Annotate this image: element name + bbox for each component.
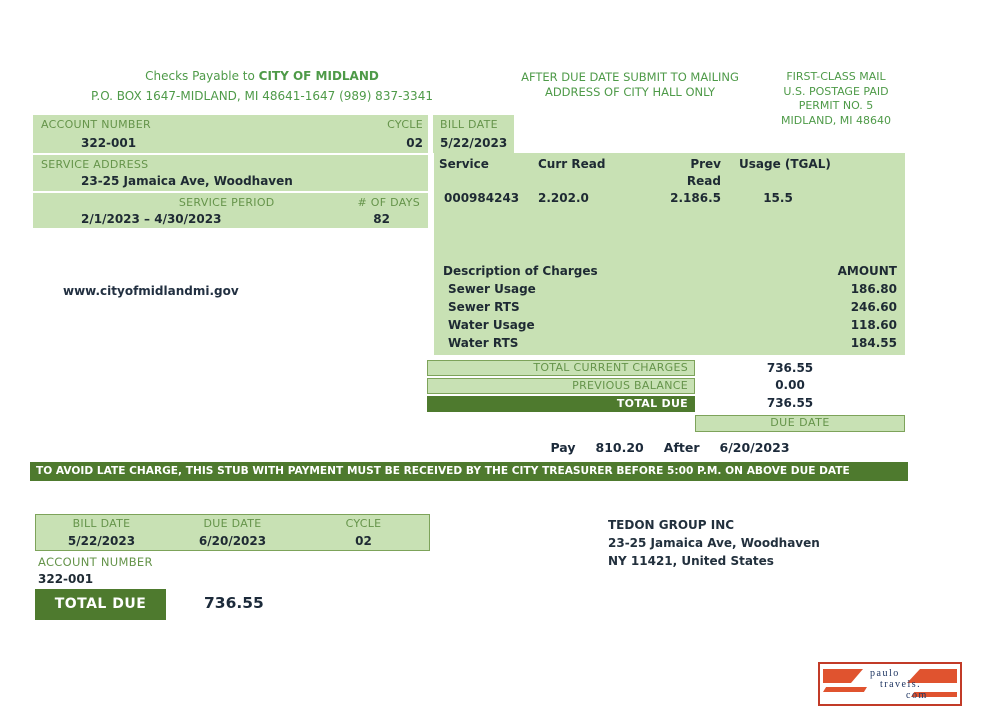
cycle-label: CYCLE (387, 118, 423, 131)
service-period-header-row: SERVICE PERIOD # OF DAYS (41, 194, 420, 211)
mailing-note-line1: AFTER DUE DATE SUBMIT TO MAILING (521, 70, 739, 84)
logo-stripe-icon (911, 692, 957, 697)
checks-payable-prefix: Checks Payable to (145, 69, 259, 83)
charge-label: Sewer RTS (448, 300, 520, 314)
charges-title: Description of Charges (443, 264, 598, 278)
previous-balance-value: 0.00 (775, 378, 805, 392)
postage-line1: FIRST-CLASS MAIL (786, 70, 886, 83)
after-label: After (663, 440, 700, 455)
bill-date-label: BILL DATE (440, 118, 498, 131)
charge-row-sewer-rts: Sewer RTS 246.60 (434, 298, 905, 316)
customer-name: TEDON GROUP INC (608, 518, 735, 532)
meter-prev-read-header: Prev Read (686, 157, 721, 188)
logo-stripe-icon (907, 669, 957, 683)
service-address-label: SERVICE ADDRESS (41, 158, 149, 171)
meter-curr-read-value: 2.202.0 (538, 191, 589, 205)
meter-curr-read-header: Curr Read (538, 157, 606, 171)
charge-row-sewer-usage: Sewer Usage 186.80 (434, 280, 905, 298)
charge-amount: 184.55 (850, 336, 897, 350)
postage-note: FIRST-CLASS MAIL U.S. POSTAGE PAID PERMI… (765, 70, 907, 128)
meter-value-row: 000984243 2.202.0 2.186.5 15.5 (434, 190, 905, 207)
charge-label: Sewer Usage (448, 282, 536, 296)
logo-text-line2: travels. (880, 679, 922, 690)
service-period-value: 2/1/2023 – 4/30/2023 (81, 212, 222, 226)
charge-label: Water RTS (448, 336, 519, 350)
service-period-value-row: 2/1/2023 – 4/30/2023 82 (41, 211, 420, 228)
service-address-value: 23-25 Jamaica Ave, Woodhaven (81, 174, 293, 188)
charge-label: Water Usage (448, 318, 535, 332)
logo-text-line3: com (906, 690, 928, 701)
website-url: www.cityofmidlandmi.gov (63, 284, 239, 298)
total-current-charges-label: TOTAL CURRENT CHARGES (427, 360, 695, 376)
account-number-cell: ACCOUNT NUMBER CYCLE 322-001 02 (33, 115, 428, 153)
service-period-label: SERVICE PERIOD (178, 196, 275, 209)
mailing-note-line2: ADDRESS OF CITY HALL ONLY (544, 85, 716, 99)
stub-due-date-value: 6/20/2023 (198, 534, 267, 549)
service-period-cell: SERVICE PERIOD # OF DAYS 2/1/2023 – 4/30… (33, 193, 428, 228)
amount-label: AMOUNT (837, 264, 897, 278)
meter-usage-value: 15.5 (763, 191, 793, 205)
customer-address-line2: NY 11421, United States (608, 554, 774, 568)
logo-stripe-icon (823, 669, 863, 683)
bill-date-cell: BILL DATE 5/22/2023 (433, 115, 514, 153)
account-value-row: 322-001 02 (41, 135, 423, 151)
account-header-row: ACCOUNT NUMBER CYCLE (41, 117, 423, 133)
days-label: # OF DAYS (357, 196, 420, 209)
pay-after-line: Pay 810.20 After 6/20/2023 (455, 440, 885, 455)
payee-address: P.O. BOX 1647-MIDLAND, MI 48641-1647 (98… (91, 89, 433, 103)
checks-payable-line: Checks Payable to CITY OF MIDLAND (62, 66, 462, 86)
meter-header-row: Service Curr Read Prev Read Usage (TGAL) (434, 153, 905, 190)
total-due-label: TOTAL DUE (427, 396, 695, 412)
stub-dates-table: BILL DATE DUE DATE CYCLE 5/22/2023 6/20/… (35, 514, 430, 551)
bill-date-value: 5/22/2023 (440, 136, 508, 150)
stub-bill-date-value: 5/22/2023 (67, 534, 136, 549)
meter-service-header: Service (439, 157, 489, 171)
total-due-value: 736.55 (766, 396, 814, 410)
stub-account-number-label: ACCOUNT NUMBER (38, 555, 153, 569)
stub-due-date-label: DUE DATE (203, 517, 262, 531)
stub-cycle-label: CYCLE (345, 517, 382, 531)
charge-amount: 118.60 (850, 318, 897, 332)
due-date-header-cell: DUE DATE (695, 415, 905, 432)
paulo-travels-logo: paulo travels. com (818, 662, 962, 706)
previous-balance-label: PREVIOUS BALANCE (427, 378, 695, 394)
cycle-value: 02 (406, 136, 423, 150)
postage-line4: MIDLAND, MI 48640 (780, 113, 892, 127)
logo-text-line1: paulo (870, 668, 900, 679)
customer-address-block: TEDON GROUP INC 23-25 Jamaica Ave, Woodh… (608, 516, 820, 570)
stub-cycle-value: 02 (355, 534, 372, 549)
charge-amount: 186.80 (850, 282, 897, 296)
late-charge-banner: TO AVOID LATE CHARGE, THIS STUB WITH PAY… (30, 462, 908, 481)
service-address-cell: SERVICE ADDRESS 23-25 Jamaica Ave, Woodh… (33, 155, 428, 191)
days-value: 82 (373, 212, 390, 226)
charge-amount: 246.60 (850, 300, 897, 314)
postage-line3: PERMIT NO. 5 (798, 99, 874, 112)
account-number-label: ACCOUNT NUMBER (41, 118, 151, 131)
postage-line2: U.S. POSTAGE PAID (783, 84, 889, 98)
charges-list: Sewer Usage 186.80 Sewer RTS 246.60 Wate… (434, 280, 905, 352)
charges-panel: Service Curr Read Prev Read Usage (TGAL)… (434, 153, 905, 355)
logo-stripe-icon (823, 687, 867, 692)
meter-usage-header: Usage (TGAL) (739, 157, 831, 171)
mailing-note: AFTER DUE DATE SUBMIT TO MAILING ADDRESS… (505, 70, 755, 100)
pay-label: Pay (550, 440, 576, 455)
meter-service-value: 000984243 (444, 191, 520, 205)
payee-name: CITY OF MIDLAND (258, 69, 379, 83)
meter-prev-read-value: 2.186.5 (670, 191, 721, 205)
checks-payable-block: Checks Payable to CITY OF MIDLAND P.O. B… (62, 66, 462, 106)
stub-total-due-box: TOTAL DUE (35, 589, 166, 620)
charge-row-water-rts: Water RTS 184.55 (434, 334, 905, 352)
stub-bill-date-label: BILL DATE (72, 517, 131, 531)
stub-total-due-amount: 736.55 (204, 594, 264, 612)
customer-address-line1: 23-25 Jamaica Ave, Woodhaven (608, 536, 820, 550)
account-number-value: 322-001 (81, 136, 137, 150)
charge-row-water-usage: Water Usage 118.60 (434, 316, 905, 334)
pay-after-date: 6/20/2023 (719, 440, 790, 455)
stub-account-number-value: 322-001 (38, 572, 94, 586)
total-current-charges-value: 736.55 (766, 361, 814, 375)
charges-header-row: Description of Charges AMOUNT (434, 262, 905, 280)
pay-after-amount: 810.20 (595, 440, 644, 455)
